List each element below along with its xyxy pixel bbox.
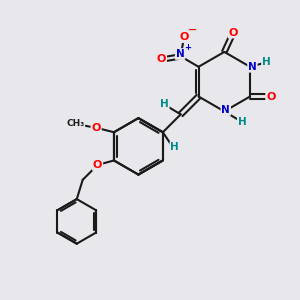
Text: O: O — [157, 54, 166, 64]
Text: O: O — [93, 160, 102, 170]
Text: −: − — [188, 25, 197, 34]
Text: H: H — [262, 57, 271, 67]
Text: N: N — [248, 62, 257, 72]
Text: O: O — [179, 32, 188, 42]
Text: CH₃: CH₃ — [66, 119, 84, 128]
Text: O: O — [266, 92, 275, 101]
Text: O: O — [229, 28, 238, 38]
Text: H: H — [160, 99, 169, 109]
Text: H: H — [238, 117, 247, 127]
Text: H: H — [170, 142, 179, 152]
Text: N: N — [221, 105, 230, 115]
Text: +: + — [184, 43, 191, 52]
Text: O: O — [92, 123, 101, 133]
Text: N: N — [176, 49, 184, 59]
